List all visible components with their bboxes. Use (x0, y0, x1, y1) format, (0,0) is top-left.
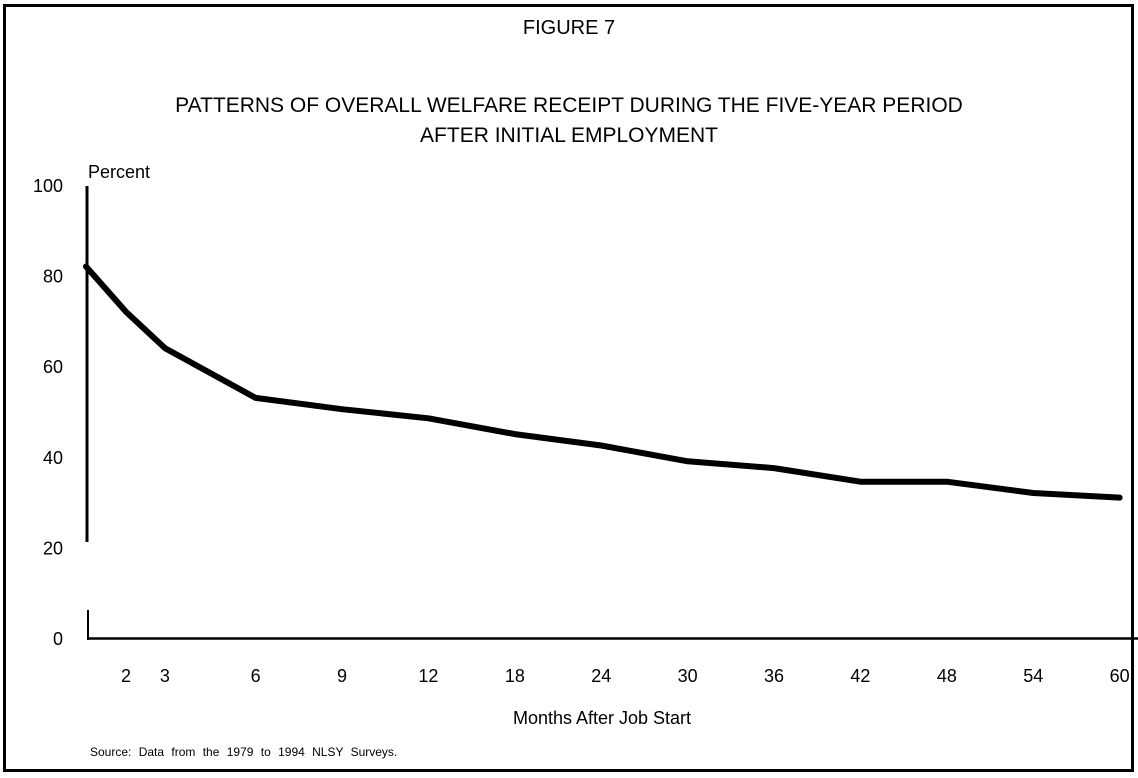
x-tick-label: 48 (937, 666, 957, 686)
x-tick-label: 30 (678, 666, 698, 686)
figure-frame (3, 4, 1134, 772)
x-tick-label: 6 (251, 666, 261, 686)
x-tick-label: 12 (418, 666, 438, 686)
series-line (83, 263, 1123, 501)
chart-title-line-1: PATTERNS OF OVERALL WELFARE RECEIPT DURI… (175, 94, 963, 117)
y-tick-label: 80 (43, 267, 63, 287)
x-tick-label: 36 (764, 666, 784, 686)
y-tick-label: 0 (53, 629, 63, 649)
x-tick-labels: 2 3 6 9 12 18 24 30 36 42 48 54 60 (121, 666, 1130, 686)
chart-title-line-2: AFTER INITIAL EMPLOYMENT (420, 124, 718, 147)
source-note: Source: Data from the 1979 to 1994 NLSY … (90, 745, 398, 759)
x-tick-label: 60 (1110, 666, 1130, 686)
y-axis-label: Percent (88, 162, 150, 182)
figure-label: FIGURE 7 (522, 17, 616, 39)
chart-axes (85, 186, 1138, 640)
x-axis-label: Months After Job Start (513, 708, 691, 728)
x-tick-label: 9 (337, 666, 347, 686)
y-tick-label: 60 (43, 357, 63, 377)
y-tick-labels: 100 80 60 40 20 0 (33, 176, 63, 649)
x-tick-label: 2 (121, 666, 131, 686)
y-tick-label: 20 (43, 538, 63, 558)
x-tick-label: 18 (505, 666, 525, 686)
x-tick-label: 42 (850, 666, 870, 686)
series-lines (83, 263, 1123, 501)
y-tick-label: 100 (33, 176, 63, 196)
x-tick-label: 54 (1023, 666, 1043, 686)
x-tick-label: 24 (591, 666, 611, 686)
y-tick-label: 40 (43, 448, 63, 468)
x-tick-label: 3 (160, 666, 170, 686)
